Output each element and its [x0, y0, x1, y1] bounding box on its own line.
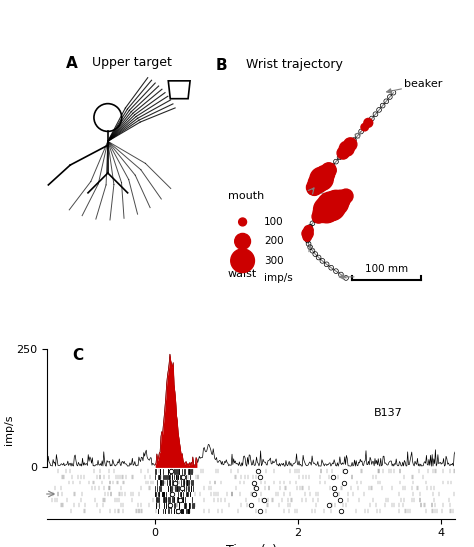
Circle shape: [339, 141, 354, 156]
Circle shape: [316, 165, 335, 184]
Circle shape: [304, 225, 313, 235]
Text: 300: 300: [264, 256, 284, 266]
X-axis label: Time (s): Time (s): [226, 544, 277, 547]
Text: mouth: mouth: [228, 191, 264, 201]
Text: C: C: [72, 348, 83, 363]
Text: waist: waist: [228, 269, 257, 278]
Text: B137: B137: [374, 408, 402, 418]
Circle shape: [231, 249, 255, 272]
Circle shape: [339, 189, 353, 203]
Text: 200: 200: [264, 236, 284, 246]
Circle shape: [317, 192, 346, 221]
Circle shape: [344, 138, 357, 151]
Circle shape: [332, 190, 350, 209]
Circle shape: [310, 167, 333, 190]
Circle shape: [337, 147, 349, 159]
Circle shape: [235, 234, 250, 249]
Text: A: A: [66, 56, 78, 71]
Circle shape: [307, 179, 322, 195]
Circle shape: [308, 173, 328, 193]
Circle shape: [321, 163, 336, 178]
Text: Wrist trajectory: Wrist trajectory: [246, 58, 343, 71]
Y-axis label: imp/s: imp/s: [4, 414, 14, 445]
Text: imp/s: imp/s: [264, 273, 293, 283]
Circle shape: [303, 233, 311, 241]
Circle shape: [364, 118, 373, 127]
Circle shape: [302, 228, 313, 239]
Text: B: B: [216, 58, 228, 73]
Text: beaker: beaker: [404, 79, 443, 89]
Circle shape: [313, 204, 332, 223]
Text: 100: 100: [264, 217, 284, 227]
Circle shape: [361, 124, 368, 131]
Circle shape: [312, 210, 325, 223]
Circle shape: [323, 190, 348, 216]
Text: Upper target: Upper target: [92, 56, 172, 69]
Text: 100 mm: 100 mm: [365, 264, 409, 274]
Circle shape: [314, 197, 340, 223]
Circle shape: [238, 218, 246, 226]
